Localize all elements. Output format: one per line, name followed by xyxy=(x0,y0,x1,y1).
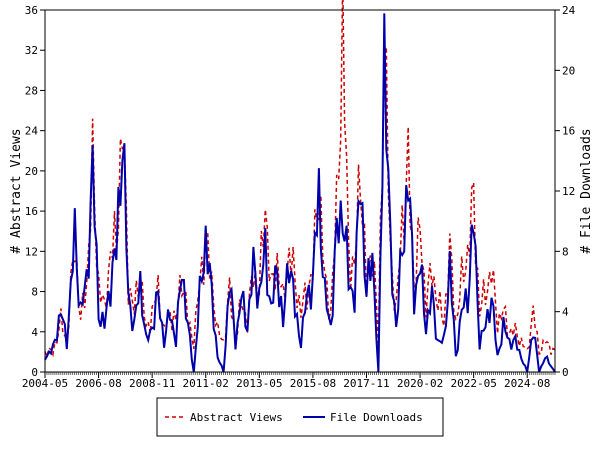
legend: Abstract Views File Downloads xyxy=(156,397,444,437)
y-left-tick-label: 4 xyxy=(31,326,38,339)
x-tick-label: 2004-05 xyxy=(22,377,68,390)
y-right-tick-label: 12 xyxy=(562,185,575,198)
y-right-tick-label: 24 xyxy=(562,4,576,17)
y-axis-left-title: # Abstract Views xyxy=(9,128,24,253)
y-right-tick-label: 0 xyxy=(562,366,569,379)
y-right-tick-label: 20 xyxy=(562,64,575,77)
legend-box xyxy=(156,397,444,437)
y-right-tick-label: 16 xyxy=(562,125,575,138)
x-tick-label: 2022-05 xyxy=(450,377,496,390)
y-left-tick-label: 28 xyxy=(25,84,38,97)
series-line-file-downloads xyxy=(44,13,556,373)
x-tick-label: 2011-02 xyxy=(183,377,229,390)
axes: 0 4 8 12 16 20 24 28 32 36 0 4 8 12 16 20 24 2004-05 2006-… xyxy=(22,4,576,390)
y-left-tick-label: 16 xyxy=(25,205,38,218)
y-right-tick-label: 8 xyxy=(562,245,569,258)
y-left-tick-label: 0 xyxy=(31,366,38,379)
y-left-tick-label: 24 xyxy=(25,125,39,138)
x-tick-label: 2015-08 xyxy=(290,377,336,390)
legend-label-abstract-views: Abstract Views xyxy=(190,411,283,424)
series-layer xyxy=(44,0,556,373)
y-left-tick-label: 32 xyxy=(25,44,38,57)
x-tick-label: 2013-05 xyxy=(236,377,282,390)
x-tick-label: 2024-08 xyxy=(504,377,550,390)
x-tick-label: 2020-02 xyxy=(397,377,443,390)
y-left-tick-label: 12 xyxy=(25,245,38,258)
y-left-tick-label: 36 xyxy=(25,4,38,17)
y-left-tick-label: 20 xyxy=(25,165,38,178)
x-tick-label: 2008-11 xyxy=(129,377,175,390)
x-tick-label: 2017-11 xyxy=(343,377,389,390)
y-left-tick-label: 8 xyxy=(31,286,38,299)
y-axis-right-title: # File Downloads xyxy=(579,128,594,253)
y-right-tick-label: 4 xyxy=(562,306,569,319)
legend-label-file-downloads: File Downloads xyxy=(330,411,423,424)
x-tick-label: 2006-08 xyxy=(75,377,121,390)
